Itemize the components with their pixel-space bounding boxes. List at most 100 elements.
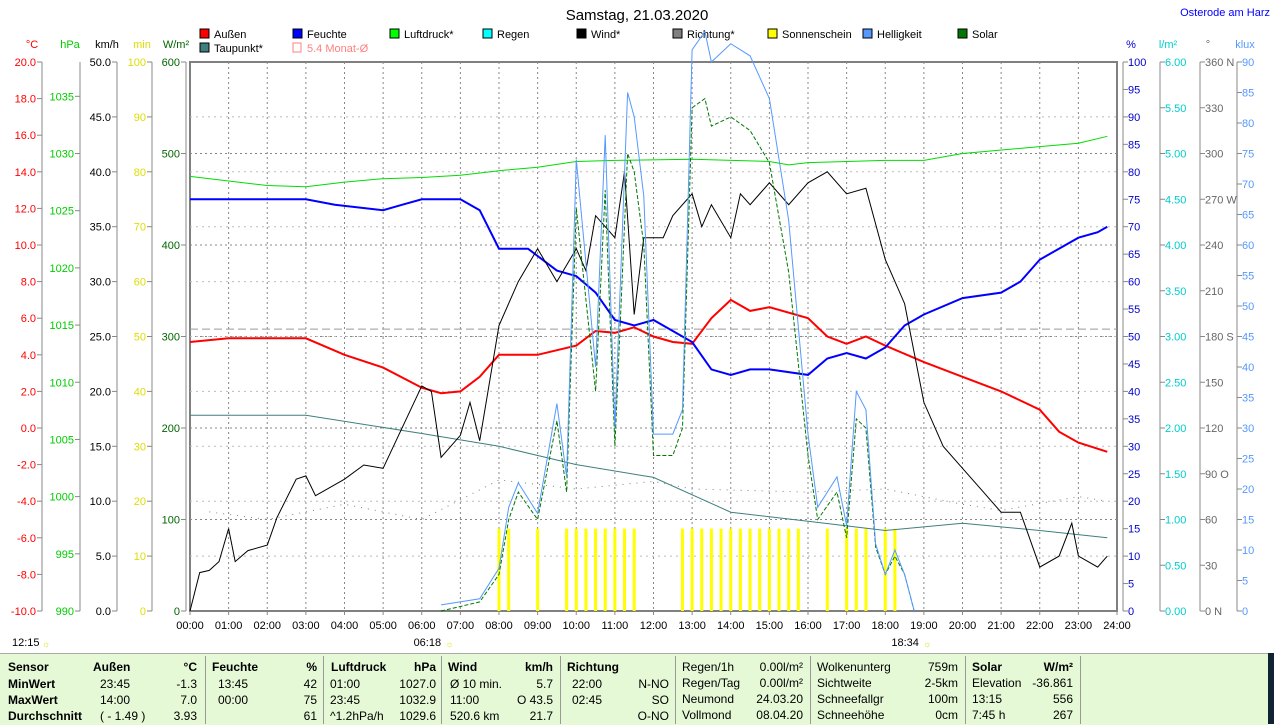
y-tick-label: 0 bbox=[174, 606, 180, 618]
legend-label: Außen bbox=[214, 29, 246, 41]
y-tick-label: 30 bbox=[1128, 441, 1140, 453]
series-auen bbox=[189, 298, 1108, 453]
y-tick-label: 20 bbox=[1242, 484, 1254, 496]
y-tick-label: 600 bbox=[162, 57, 180, 69]
y-tick-label: 330 bbox=[1205, 103, 1223, 115]
y-tick-label: 20.0 bbox=[90, 386, 111, 398]
x-tick-label: 10:00 bbox=[562, 620, 590, 632]
y-tick-label: 20.0 bbox=[15, 57, 36, 69]
y-tick-label: 15.0 bbox=[90, 441, 111, 453]
y-tick-label: 100 bbox=[128, 57, 146, 69]
y-tick-label: 14.0 bbox=[15, 167, 36, 179]
y-tick-label: 0 bbox=[1242, 606, 1248, 618]
wind-time: 11:00 bbox=[450, 693, 480, 707]
y-tick-label: 80 bbox=[1128, 167, 1140, 179]
y-tick-label: 360 N bbox=[1205, 57, 1234, 69]
y-tick-label: 6.00 bbox=[1165, 57, 1186, 69]
y-tick-label: 80 bbox=[1242, 118, 1254, 130]
sunshine-bar bbox=[536, 528, 540, 611]
y-tick-label: -4.0 bbox=[17, 496, 36, 508]
richtung-value: O-NO bbox=[637, 709, 669, 723]
extra-label: Schneehöhe bbox=[817, 708, 885, 722]
feuchte-value: 42 bbox=[303, 677, 317, 691]
x-tick-label: 15:00 bbox=[756, 620, 784, 632]
sunshine-bar bbox=[738, 528, 742, 611]
y-tick-label: 20 bbox=[134, 496, 146, 508]
x-tick-label: 18:00 bbox=[871, 620, 899, 632]
legend-label: Taupunkt* bbox=[214, 43, 264, 55]
extra-label: Vollmond bbox=[682, 708, 732, 722]
sunshine-bar bbox=[574, 528, 578, 611]
extra-value: 0cm bbox=[935, 708, 958, 722]
luftdruck-time: 23:45 bbox=[330, 693, 361, 707]
x-tick-label: 04:00 bbox=[331, 620, 359, 632]
extra-label: Sichtweite bbox=[817, 676, 872, 690]
y-tick-label: 0.50 bbox=[1165, 560, 1186, 572]
weather-chart: Samstag, 21.03.2020 Osterode am Harz Außen… bbox=[11, 7, 1270, 649]
sunset-label: 18:34 bbox=[891, 637, 919, 649]
y-tick-label: 15 bbox=[1128, 524, 1140, 536]
feuchte-value: 61 bbox=[303, 709, 317, 723]
y-tick-label: 70 bbox=[1242, 179, 1254, 191]
y-tick-label: 270 W bbox=[1205, 194, 1237, 206]
y-tick-label: 1035 bbox=[50, 91, 74, 103]
y-tick-label: 20 bbox=[1128, 496, 1140, 508]
y-tick-label: 25 bbox=[1242, 454, 1254, 466]
y-tick-label: 400 bbox=[162, 240, 180, 252]
series-solar bbox=[440, 97, 915, 612]
sunshine-bar bbox=[690, 528, 694, 611]
y-tick-label: 30 bbox=[134, 441, 146, 453]
y-tick-label: 85 bbox=[1128, 139, 1140, 151]
x-tick-label: 21:00 bbox=[987, 620, 1015, 632]
x-tick-label: 09:00 bbox=[524, 620, 552, 632]
y-tick-label: 75 bbox=[1128, 194, 1140, 206]
x-tick-label: 20:00 bbox=[949, 620, 977, 632]
y-tick-label: 0 N bbox=[1205, 606, 1222, 618]
extra-label: 13:15 bbox=[972, 692, 1003, 706]
y-tick-label: 300 bbox=[1205, 149, 1223, 161]
y-tick-label: 5.00 bbox=[1165, 149, 1186, 161]
y-tick-label: 100 bbox=[162, 515, 180, 527]
aussen-time: 23:45 bbox=[100, 677, 131, 691]
y-tick-label: 200 bbox=[162, 423, 180, 435]
sunshine-bar bbox=[748, 528, 752, 611]
y-tick-label: 6.0 bbox=[21, 313, 36, 325]
y-tick-label: 70 bbox=[134, 222, 146, 234]
sunshine-bar bbox=[777, 528, 781, 611]
y-tick-label: 55 bbox=[1128, 304, 1140, 316]
legend-swatch bbox=[389, 28, 400, 39]
table-separator bbox=[810, 656, 811, 724]
y-tick-label: 50 bbox=[1128, 332, 1140, 344]
extra-value: 0.00l/m² bbox=[759, 676, 803, 690]
legend-label: Sonnenschein bbox=[782, 29, 852, 41]
y-tick-label: 40 bbox=[1242, 362, 1254, 374]
y-tick-label: -10.0 bbox=[11, 606, 36, 618]
luftdruck-value: 1027.0 bbox=[399, 677, 436, 691]
chart-title: Samstag, 21.03.2020 bbox=[566, 7, 709, 24]
y-tick-label: 10 bbox=[1242, 545, 1254, 557]
solar-noon-label: 12:15 bbox=[12, 637, 40, 649]
extra-label: Neumond bbox=[682, 692, 735, 706]
y-tick-label: 50.0 bbox=[90, 57, 111, 69]
y-tick-label: 80 bbox=[134, 167, 146, 179]
sunrise-label: 06:18 bbox=[414, 637, 442, 649]
table-header: km/h bbox=[524, 660, 553, 674]
table-separator bbox=[560, 656, 561, 724]
y-tick-label: 12.0 bbox=[15, 203, 36, 215]
y-tick-label: -6.0 bbox=[17, 533, 36, 545]
aussen-value: -1.3 bbox=[176, 677, 197, 691]
table-separator bbox=[205, 656, 206, 724]
table-separator bbox=[323, 656, 324, 724]
wind-time: 520.6 km bbox=[450, 709, 500, 723]
legend-label: Luftdruck* bbox=[404, 29, 454, 41]
legend-swatch bbox=[957, 28, 968, 39]
y-tick-label: 45 bbox=[1242, 332, 1254, 344]
x-tick-label: 08:00 bbox=[485, 620, 513, 632]
legend-label: 5.4 Monat-Ø bbox=[307, 43, 369, 55]
y-tick-label: 10.0 bbox=[15, 240, 36, 252]
extra-value: -36.861 bbox=[1032, 676, 1073, 690]
y-tick-label: 10.0 bbox=[90, 496, 111, 508]
extra-label: Schneefallgr bbox=[817, 692, 884, 706]
extra-value: 08.04.20 bbox=[756, 708, 803, 722]
y-axis-unit: % bbox=[1126, 39, 1136, 51]
